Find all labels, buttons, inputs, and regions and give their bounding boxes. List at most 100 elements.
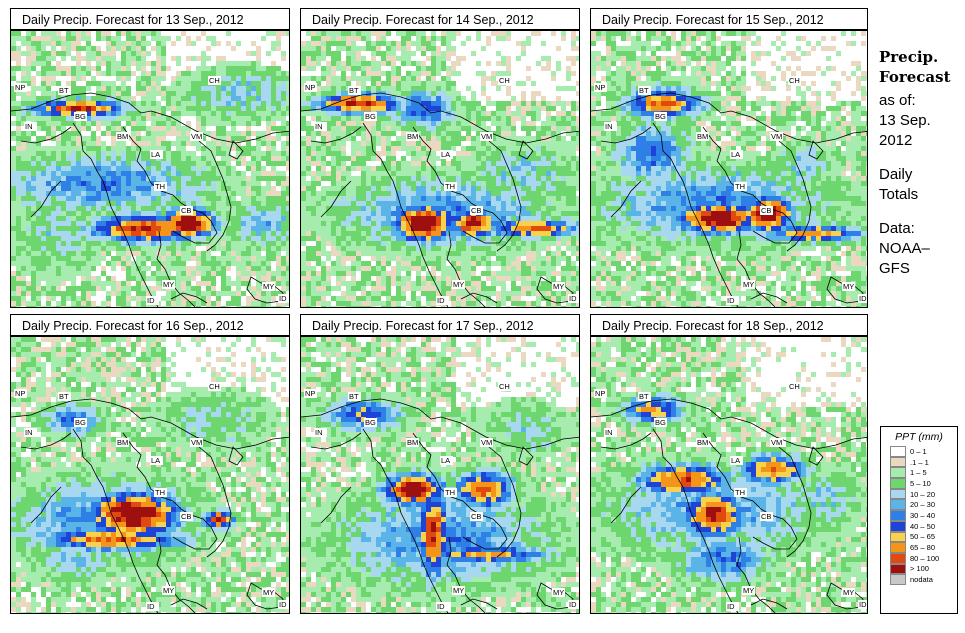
- country-label-np: NP: [15, 83, 25, 92]
- country-borders: [301, 398, 579, 613]
- country-label-id: ID: [569, 600, 577, 609]
- precip-field: NP BT BG IN CH BM VM LA TH CB MY ID ID MY: [301, 337, 579, 613]
- country-label-bg: BG: [365, 112, 376, 121]
- country-borders: [591, 398, 867, 613]
- country-label-la: LA: [151, 456, 160, 465]
- sidebar-asof-line3: 2012: [879, 132, 913, 149]
- country-label-id: ID: [569, 294, 577, 303]
- legend-label: 10 – 20: [910, 489, 936, 499]
- country-label-id: ID: [147, 602, 155, 611]
- country-label-np: NP: [305, 83, 315, 92]
- legend-label: 65 – 80: [910, 543, 936, 553]
- country-label-la: LA: [731, 150, 740, 159]
- country-label-np: NP: [595, 83, 605, 92]
- country-label-id: ID: [727, 602, 735, 611]
- country-label-my: MY: [843, 282, 854, 291]
- country-label-bt: BT: [639, 86, 649, 95]
- country-label-th: TH: [735, 182, 745, 191]
- country-label-cb: CB: [471, 512, 481, 521]
- country-label-np: NP: [15, 389, 25, 398]
- country-label-bg: BG: [655, 112, 666, 121]
- country-label-my: MY: [263, 588, 274, 597]
- country-label-bm: BM: [117, 132, 128, 141]
- country-label-id: ID: [727, 296, 735, 305]
- country-label-cb: CB: [761, 512, 771, 521]
- country-label-in: IN: [315, 122, 323, 131]
- legend-swatch: [890, 478, 906, 489]
- country-label-ch: CH: [209, 76, 220, 85]
- country-label-bg: BG: [655, 418, 666, 427]
- country-label-id: ID: [437, 602, 445, 611]
- country-label-my: MY: [553, 282, 564, 291]
- country-label-my: MY: [163, 280, 174, 289]
- country-label-cb: CB: [181, 206, 191, 215]
- legend-swatch: [890, 563, 906, 575]
- sidebar-info: Precip. Forecast as of: 13 Sep. 2012 Dai…: [879, 47, 965, 279]
- precip-field: NP BT BG IN CH BM VM LA TH CB MY ID ID MY: [11, 337, 289, 613]
- precip-map-1: NP BT BG IN CH BM VM LA TH CB MY ID ID MY: [10, 30, 290, 308]
- precip-map-6: NP BT BG IN CH BM VM LA TH CB MY ID ID MY: [590, 336, 868, 614]
- country-label-my: MY: [743, 586, 754, 595]
- country-label-vm: VM: [771, 132, 782, 141]
- country-label-la: LA: [441, 150, 450, 159]
- country-label-bm: BM: [407, 132, 418, 141]
- country-label-id: ID: [437, 296, 445, 305]
- legend-swatch: [890, 510, 906, 521]
- country-label-vm: VM: [481, 132, 492, 141]
- country-label-cb: CB: [471, 206, 481, 215]
- sidebar-data-line3: GFS: [879, 260, 910, 277]
- panel-title-3: Daily Precip. Forecast for 15 Sep., 2012: [590, 8, 868, 30]
- sidebar-asof-line2: 13 Sep.: [879, 112, 931, 129]
- legend-item: nodata: [881, 574, 957, 585]
- country-label-cb: CB: [181, 512, 191, 521]
- precip-field: NP BT BG IN CH BM VM LA TH CB MY ID ID MY: [591, 337, 867, 613]
- legend-swatch: [890, 488, 906, 500]
- country-label-bg: BG: [75, 112, 86, 121]
- legend-swatch: [890, 520, 906, 532]
- legend-item: 1 – 5: [881, 467, 957, 479]
- country-label-la: LA: [151, 150, 160, 159]
- country-label-la: LA: [441, 456, 450, 465]
- country-label-bt: BT: [639, 392, 649, 401]
- legend-item: 5 – 10: [881, 478, 957, 489]
- legend-swatch: [890, 542, 906, 553]
- legend-label: 5 – 10: [910, 478, 931, 488]
- country-label-th: TH: [155, 182, 165, 191]
- country-label-ch: CH: [789, 76, 800, 85]
- country-label-np: NP: [595, 389, 605, 398]
- country-label-bt: BT: [349, 392, 359, 401]
- panel-title-1: Daily Precip. Forecast for 13 Sep., 2012: [10, 8, 290, 30]
- legend-label: 80 – 100: [910, 553, 940, 563]
- legend-label: 20 – 30: [910, 500, 936, 510]
- sidebar-daily-line2: Totals: [879, 186, 919, 203]
- country-label-id: ID: [859, 600, 867, 609]
- panel-title-4: Daily Precip. Forecast for 16 Sep., 2012: [10, 314, 290, 336]
- country-label-my: MY: [453, 586, 464, 595]
- country-label-my: MY: [553, 588, 564, 597]
- legend-label: 1 – 5: [910, 468, 927, 478]
- legend-swatch: [890, 574, 906, 585]
- country-label-ch: CH: [209, 382, 220, 391]
- country-label-id: ID: [279, 600, 287, 609]
- country-label-la: LA: [731, 456, 740, 465]
- legend-item: 30 – 40: [881, 510, 957, 521]
- country-label-ch: CH: [499, 382, 510, 391]
- precip-field: NP BT BG IN CH BM VM LA TH CB MY ID ID MY: [301, 31, 579, 307]
- legend-label: > 100: [910, 564, 929, 574]
- country-label-my: MY: [163, 586, 174, 595]
- precip-map-5: NP BT BG IN CH BM VM LA TH CB MY ID ID MY: [300, 336, 580, 614]
- precip-map-2: NP BT BG IN CH BM VM LA TH CB MY ID ID MY: [300, 30, 580, 308]
- country-label-my: MY: [263, 282, 274, 291]
- legend-label: 30 – 40: [910, 510, 936, 520]
- country-label-in: IN: [605, 122, 613, 131]
- panel-title-5: Daily Precip. Forecast for 17 Sep., 2012: [300, 314, 580, 336]
- legend-swatch: [890, 531, 906, 543]
- legend-item: > 100: [881, 563, 957, 575]
- country-label-my: MY: [743, 280, 754, 289]
- sidebar-daily-line1: Daily: [879, 166, 913, 183]
- country-label-ch: CH: [789, 382, 800, 391]
- legend-item: 40 – 50: [881, 520, 957, 532]
- country-label-id: ID: [279, 294, 287, 303]
- legend-item: 80 – 100: [881, 552, 957, 564]
- sidebar-data-line1: Data:: [879, 220, 915, 237]
